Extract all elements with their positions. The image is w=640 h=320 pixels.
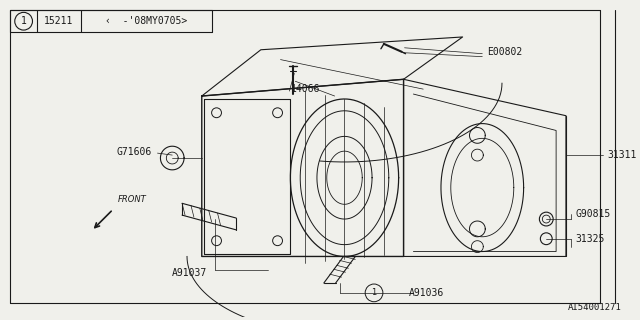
Text: G90815: G90815 — [576, 209, 611, 219]
Text: G71606: G71606 — [116, 147, 152, 157]
Text: A91037: A91037 — [172, 268, 207, 278]
Text: 1: 1 — [20, 16, 27, 26]
Text: A91036: A91036 — [408, 288, 444, 298]
Circle shape — [365, 284, 383, 302]
Text: 15211: 15211 — [44, 16, 73, 26]
Circle shape — [15, 12, 33, 30]
Text: 1: 1 — [371, 288, 377, 297]
Text: 31325: 31325 — [576, 234, 605, 244]
Text: AI54001271: AI54001271 — [568, 303, 622, 312]
Text: FRONT: FRONT — [118, 195, 147, 204]
Text: 14066: 14066 — [291, 84, 320, 94]
Text: ‹  -'08MY0705>: ‹ -'08MY0705> — [104, 16, 187, 26]
Text: 31311: 31311 — [607, 150, 637, 160]
Text: E00802: E00802 — [487, 47, 522, 57]
